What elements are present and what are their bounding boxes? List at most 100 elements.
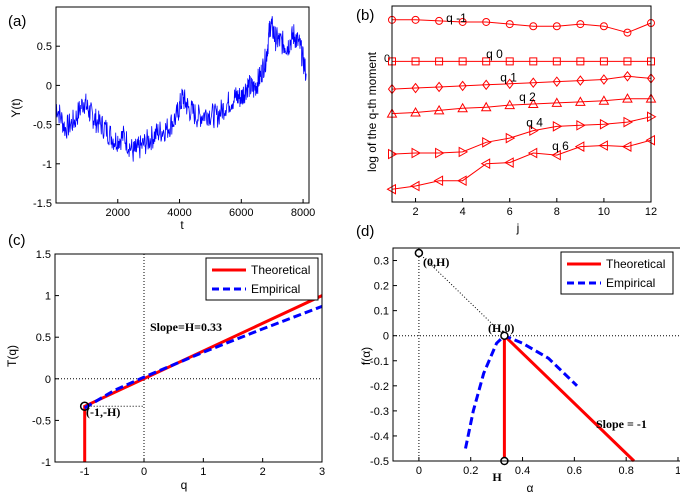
panel-d-ytick-7: 0.2 <box>374 281 389 293</box>
panel-c-point-marker <box>79 401 90 412</box>
panel-b-xtick-5: 12 <box>645 206 657 218</box>
panel-a-label: (a) <box>8 13 26 30</box>
panel-b-point-1-1 <box>411 57 420 66</box>
panel-b-point-1-9 <box>599 57 608 66</box>
panel-d-ytick-5: 0 <box>383 331 389 343</box>
panel-b-point-0-10 <box>623 28 632 37</box>
panel-c-xtick-4: 3 <box>319 466 325 478</box>
panel-d-xlabel: α <box>527 481 534 495</box>
panel-b-point-5-7 <box>551 149 561 161</box>
panel-a-xlabel: t <box>180 218 184 232</box>
panel-b-series-line-4 <box>391 116 652 155</box>
panel-b-series-line-5 <box>391 139 652 190</box>
panel-b-ytick-0: 0 <box>384 53 390 65</box>
panel-a-ytick-3: 0 <box>46 80 52 92</box>
panel-b-point-1-6 <box>529 57 538 66</box>
panel-c-xtick-2: 1 <box>200 466 206 478</box>
panel-c-point-annotation: (-1,-H) <box>86 405 120 419</box>
panel-b-series-label-3: q 2 <box>519 90 536 104</box>
panel-b-point-3-9 <box>598 95 610 105</box>
panel-b-xtick-1: 4 <box>460 206 466 218</box>
panel-c-xlabel: q <box>181 478 188 492</box>
panel-d-H-annotation: H <box>492 470 502 484</box>
panel-d-xtick-1: 0.2 <box>463 465 478 477</box>
panel-d-xtick-5: 1 <box>675 465 680 477</box>
panel-b-xlabel: j <box>516 221 520 235</box>
panel-a-series-line <box>55 16 307 162</box>
panel-b-point-0-4 <box>482 17 491 26</box>
panel-c-ytick-5: 1.5 <box>36 249 51 261</box>
panel-d-ytick-8: 0.3 <box>374 256 389 268</box>
panel-a-xtick-2: 6000 <box>229 207 253 219</box>
panel-c-ytick-1: -0.5 <box>32 415 51 427</box>
panel-c-series-empirical <box>83 304 323 410</box>
panel-c-xtick-0: -1 <box>80 466 90 478</box>
panel-c-ytick-4: 1 <box>45 291 51 303</box>
panel-b-xtick-3: 8 <box>554 206 560 218</box>
panel-b-xtick-4: 10 <box>598 206 610 218</box>
panel-c-legend-theoretical: Theoretical <box>251 263 310 277</box>
panel-d-legend-theoretical: Theoretical <box>606 257 665 271</box>
panel-b-point-2-3 <box>458 80 467 92</box>
panel-a: (a) Y(t) t 2000 4000 6000 8000 -1.5 -1 -0.5 0 0.… <box>8 6 315 232</box>
panel-d-point-marker-0 <box>414 248 424 258</box>
panel-b-point-5-10 <box>621 141 632 152</box>
panel-b-point-4-4 <box>482 136 492 148</box>
panel-b-point-3-2 <box>433 104 445 115</box>
panel-b-point-4-3 <box>458 146 469 158</box>
panel-c-ytick-0: -1 <box>41 457 51 469</box>
panel-b-point-2-4 <box>482 79 491 91</box>
panel-d-ytick-3: -0.2 <box>370 381 389 393</box>
panel-b-point-3-3 <box>457 102 468 113</box>
panel-b-point-5-1 <box>410 180 420 192</box>
panel-b-series-label-5: q 6 <box>552 139 569 153</box>
panel-b-point-0-2 <box>435 16 444 25</box>
panel-b-point-0-8 <box>576 20 585 29</box>
panel-c-ylabel: T(q) <box>5 345 19 367</box>
panel-b-point-5-2 <box>433 175 444 187</box>
panel-d-guide-diag <box>418 252 505 337</box>
panel-b-point-4-7 <box>552 121 563 132</box>
panel-b-frame <box>391 5 652 203</box>
panel-b-series-label-2: q 1 <box>500 71 517 85</box>
panel-b-point-2-1 <box>411 82 420 94</box>
panel-b-point-5-9 <box>598 140 608 151</box>
panel-b-point-1-3 <box>458 57 467 66</box>
panel-b-point-3-6 <box>527 98 539 108</box>
panel-b-point-4-8 <box>576 119 586 131</box>
panel-b-point-2-6 <box>529 77 538 89</box>
panel-b-point-3-1 <box>410 107 421 117</box>
panel-d-legend-empirical: Empirical <box>606 276 655 290</box>
panel-b-series-label-4: q 4 <box>526 115 543 129</box>
panel-c: (c) T(q) q -1 0 1 2 3 -1 -0.5 0 0.5 1 1.5 Theoreti… <box>5 232 325 492</box>
panel-b-point-0-7 <box>552 22 561 31</box>
panel-b-series-line-3 <box>391 98 651 115</box>
panel-d-series-theoretical <box>502 332 636 463</box>
panel-d-series-empirical <box>464 333 579 449</box>
panel-b-point-0-1 <box>411 15 420 24</box>
panel-b-point-3-8 <box>575 96 586 106</box>
panel-a-ytick-1: -1 <box>42 159 52 171</box>
panel-b-point-4-5 <box>505 132 516 144</box>
panel-b-point-5-4 <box>480 158 491 170</box>
panel-b-point-5-3 <box>457 175 467 187</box>
panel-d-ytick-2: -0.3 <box>370 406 389 418</box>
panel-b-point-1-8 <box>576 57 585 66</box>
panel-d-ytick-4: -0.1 <box>370 356 389 368</box>
panel-d-ytick-0: -0.5 <box>370 456 389 468</box>
panel-b-label: (b) <box>356 7 374 24</box>
panel-d-xtick-2: 0.4 <box>515 465 530 477</box>
panel-b-point-2-8 <box>576 75 585 86</box>
panel-c-ytick-3: 0.5 <box>36 332 51 344</box>
panel-b-point-4-9 <box>599 118 610 130</box>
panel-d-point-marker-1 <box>500 331 509 340</box>
panel-a-ytick-0: -1.5 <box>33 198 52 210</box>
panel-d-legend-box <box>560 251 674 295</box>
panel-c-label: (c) <box>8 232 26 249</box>
panel-d-legend: Theoretical Empirical <box>560 251 674 295</box>
panel-b-point-1-5 <box>505 57 514 66</box>
panel-d-slope-annotation: Slope = -1 <box>596 417 647 431</box>
panel-b-series-label-0: q -1 <box>446 11 467 25</box>
panel-b: (b) log of the q-th moment j 0 2 4 6 8 10 12 q… <box>356 5 657 235</box>
